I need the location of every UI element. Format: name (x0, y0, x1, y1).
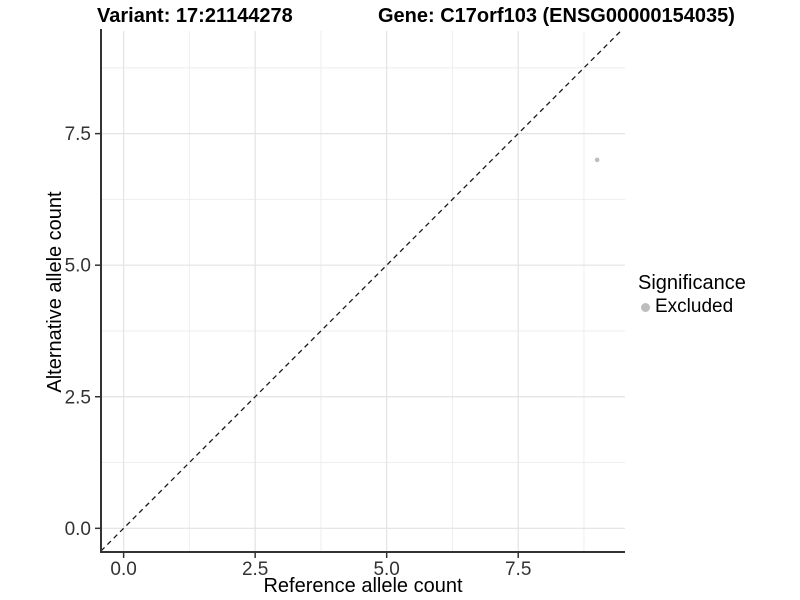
x-axis-title: Reference allele count (263, 575, 463, 597)
x-tick-label: 0.0 (110, 559, 136, 580)
y-axis-title: Alternative allele count (44, 191, 66, 393)
gene-title: Gene: C17orf103 (ENSG00000154035) (378, 5, 735, 27)
x-tick-label: 7.5 (505, 559, 531, 580)
y-tick-label: 0.0 (65, 519, 91, 540)
variant-title: Variant: 17:21144278 (97, 5, 293, 27)
data-point (594, 157, 600, 163)
y-tick-label: 5.0 (65, 256, 91, 277)
x-tick-label: 5.0 (373, 559, 399, 580)
identity-line (100, 30, 622, 552)
legend-key-dot-icon (641, 302, 650, 312)
x-tick-label: 2.5 (242, 559, 268, 580)
y-tick-label: 2.5 (65, 387, 91, 408)
legend-title: Significance (638, 272, 746, 294)
legend-entry-label: Excluded (655, 296, 734, 317)
y-tick-label: 7.5 (65, 124, 91, 145)
legend-entry: Excluded (638, 297, 746, 317)
legend: Significance Excluded (638, 272, 746, 317)
